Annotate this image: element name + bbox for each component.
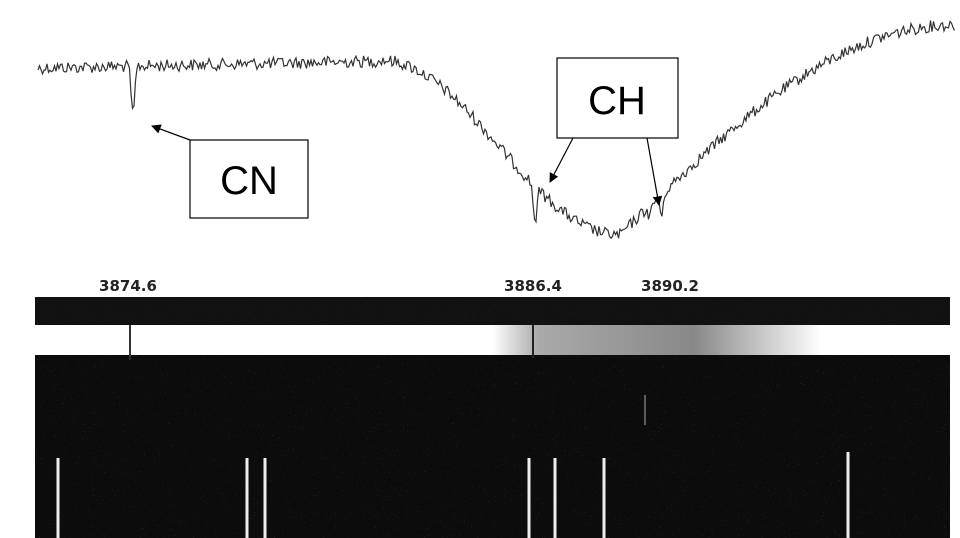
cn-annotation: CN — [151, 124, 309, 219]
annotation-label: CH — [588, 79, 646, 123]
ch-annotation: CH — [549, 57, 679, 206]
wavelength-label: 3886.4 — [504, 277, 562, 295]
wavelength-label: 3874.6 — [99, 277, 157, 295]
spectrum-trace — [37, 20, 956, 240]
annotation-label: CN — [220, 159, 278, 203]
wavelength-label: 3890.2 — [641, 277, 699, 295]
spectral-plate — [35, 297, 950, 538]
